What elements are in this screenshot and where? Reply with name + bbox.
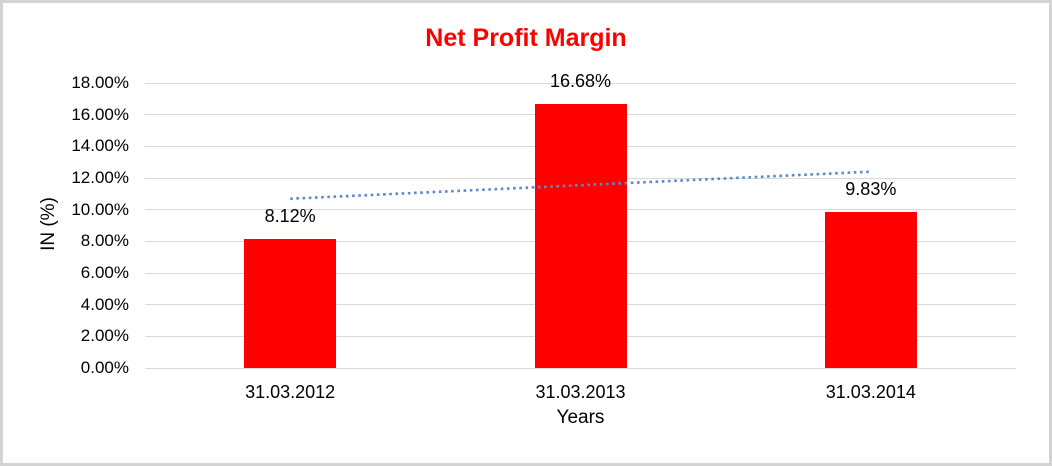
gridline (145, 82, 1016, 84)
y-tick-label: 12.00% (71, 168, 129, 187)
x-tick-label: 31.03.2014 (825, 382, 916, 402)
y-tick-label: 4.00% (80, 294, 129, 314)
y-tick-label: 6.00% (80, 263, 129, 282)
y-tick-label: 8.00% (80, 231, 129, 251)
x-tick-label: 31.03.2013 (535, 382, 626, 402)
y-tick-label: 0.00% (80, 358, 129, 377)
bar-data-label: 8.12% (264, 206, 316, 227)
x-tick-label: 31.03.2012 (245, 382, 336, 402)
bar-31.03.2012 (244, 239, 337, 368)
chart-title: Net Profit Margin (425, 24, 627, 52)
y-tick-label: 10.00% (71, 199, 129, 219)
bar-data-label: 9.83% (845, 179, 897, 200)
y-tick-label: 16.00% (71, 104, 129, 124)
y-tick-label: 14.00% (71, 136, 129, 156)
x-axis-title: Years (556, 407, 605, 428)
gridline (145, 367, 1016, 369)
bar-31.03.2013 (534, 103, 627, 368)
y-tick-label: 2.00% (80, 326, 129, 346)
y-tick-label: 18.00% (71, 73, 129, 92)
bar-31.03.2014 (824, 212, 917, 368)
bar-data-label: 16.68% (549, 70, 612, 91)
